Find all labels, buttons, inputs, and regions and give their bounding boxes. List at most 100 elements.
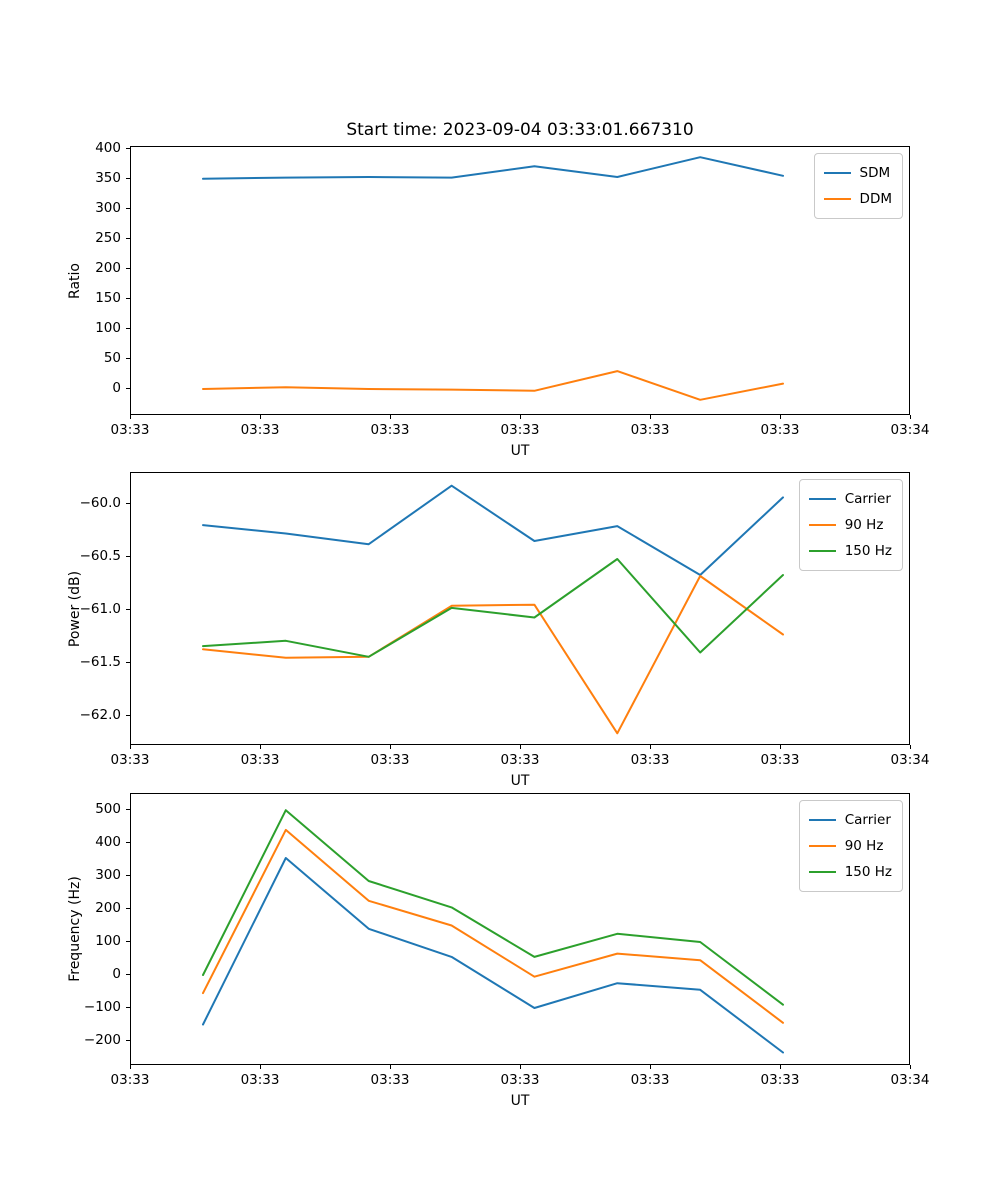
- y-tick-label: 200: [95, 260, 121, 277]
- series-line-90-hz: [202, 575, 784, 735]
- series-line-carrier: [202, 857, 784, 1054]
- y-tick-mark: [126, 809, 130, 811]
- y-tick-label: −100: [83, 998, 121, 1015]
- y-tick-mark: [126, 609, 130, 611]
- series-line-150-hz: [202, 809, 784, 1006]
- legend-entry-90-hz: 90 Hz: [808, 833, 892, 859]
- y-tick-mark: [126, 715, 130, 717]
- x-tick-mark: [779, 1065, 781, 1069]
- axes-box: Carrier 90 Hz 150 Hz: [130, 472, 910, 745]
- legend-line-swatch: [808, 819, 836, 821]
- y-tick-label: 500: [95, 801, 121, 818]
- y-tick-mark: [126, 908, 130, 910]
- legend: Carrier 90 Hz 150 Hz: [798, 800, 903, 892]
- y-tick-label: 0: [112, 966, 121, 982]
- y-tick-mark: [126, 358, 130, 360]
- legend-line-swatch: [823, 198, 851, 200]
- series-line-ddm: [202, 370, 784, 401]
- y-tick-mark: [126, 238, 130, 240]
- x-tick-label: 03:34: [890, 422, 930, 438]
- y-tick-label: −61.5: [79, 654, 121, 671]
- x-tick-mark: [260, 745, 262, 749]
- x-tick-mark: [520, 415, 521, 419]
- y-tick-label: 100: [95, 933, 121, 950]
- x-tick-mark: [130, 745, 131, 749]
- y-tick-label: 400: [95, 834, 121, 851]
- y-tick-label: 100: [95, 320, 121, 337]
- y-tick-mark: [126, 298, 130, 300]
- legend-entry-150-hz: 150 Hz: [808, 538, 892, 564]
- y-tick-label: 150: [95, 290, 121, 307]
- y-tick-mark: [126, 662, 130, 664]
- y-tick-label: 350: [95, 170, 121, 187]
- legend-entry-90-hz: 90 Hz: [808, 512, 892, 538]
- x-tick-mark: [650, 415, 652, 419]
- y-tick-mark: [126, 555, 130, 557]
- x-tick-mark: [650, 1065, 652, 1069]
- legend-label: 90 Hz: [844, 517, 884, 533]
- series-line-carrier: [202, 484, 784, 576]
- x-tick-label: 03:33: [760, 422, 800, 438]
- x-tick-label: 03:33: [370, 422, 410, 438]
- legend-label: SDM: [859, 165, 891, 181]
- y-tick-mark: [126, 268, 130, 270]
- x-tick-label: 03:33: [760, 752, 800, 768]
- x-axis-label: UT: [510, 773, 530, 789]
- y-tick-label: −60.0: [79, 494, 121, 511]
- legend-label: 90 Hz: [844, 838, 884, 854]
- y-tick-mark: [126, 974, 130, 975]
- legend-label: 150 Hz: [844, 864, 892, 880]
- chart-title: Start time: 2023-09-04 03:33:01.667310: [346, 120, 694, 140]
- y-tick-label: 400: [95, 140, 121, 157]
- y-tick-label: 0: [112, 380, 121, 397]
- x-tick-label: 03:34: [890, 752, 930, 768]
- x-tick-label: 03:33: [110, 752, 150, 768]
- x-tick-label: 03:33: [110, 1072, 150, 1088]
- x-tick-mark: [260, 1065, 262, 1069]
- legend-entry-carrier: Carrier: [808, 486, 892, 512]
- y-tick-mark: [126, 208, 130, 210]
- x-tick-mark: [910, 745, 911, 749]
- legend-line-swatch: [808, 845, 836, 847]
- y-tick-mark: [126, 875, 130, 877]
- x-tick-label: 03:33: [630, 422, 670, 438]
- y-axis-label: Frequency (Hz): [67, 876, 83, 982]
- series-line-sdm: [202, 156, 784, 180]
- axes-box: SDM DDM: [130, 146, 910, 415]
- legend-entry-carrier: Carrier: [808, 807, 892, 833]
- x-tick-mark: [779, 415, 781, 419]
- x-tick-label: 03:33: [630, 1072, 670, 1088]
- x-tick-label: 03:33: [110, 422, 150, 438]
- legend-entry-sdm: SDM: [823, 160, 892, 186]
- y-tick-label: 300: [95, 867, 121, 884]
- y-tick-label: 300: [95, 200, 121, 217]
- x-tick-mark: [910, 415, 911, 419]
- series-line-150-hz: [202, 558, 784, 658]
- x-tick-label: 03:33: [630, 752, 670, 768]
- x-tick-label: 03:33: [760, 1072, 800, 1088]
- x-axis-label: UT: [510, 1093, 530, 1109]
- axes-box: Carrier 90 Hz 150 Hz: [130, 793, 910, 1065]
- x-tick-label: 03:33: [240, 752, 280, 768]
- y-tick-mark: [126, 148, 130, 150]
- legend-label: Carrier: [844, 812, 891, 828]
- y-tick-mark: [126, 178, 130, 180]
- x-tick-mark: [130, 1065, 131, 1069]
- legend-label: 150 Hz: [844, 543, 892, 559]
- y-tick-mark: [126, 1006, 130, 1008]
- y-tick-label: −61.0: [79, 601, 121, 618]
- plot-area: [202, 156, 784, 401]
- x-tick-label: 03:33: [500, 1072, 540, 1088]
- x-axis-label: UT: [510, 443, 530, 459]
- x-tick-label: 03:33: [500, 752, 540, 768]
- legend-entry-ddm: DDM: [823, 186, 892, 212]
- y-tick-mark: [126, 388, 130, 390]
- x-tick-label: 03:34: [890, 1072, 930, 1088]
- y-tick-label: 50: [103, 350, 121, 367]
- legend-line-swatch: [808, 524, 836, 526]
- legend-line-swatch: [808, 550, 836, 552]
